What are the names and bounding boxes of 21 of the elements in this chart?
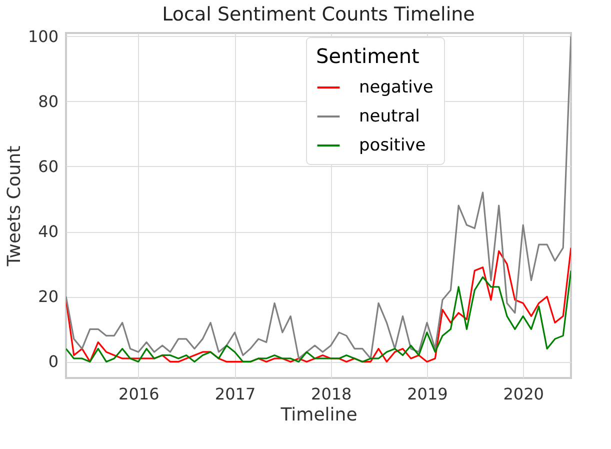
x-tick-label: 2020 — [503, 384, 544, 404]
line-series — [66, 270, 571, 363]
legend-label: neutral — [359, 106, 420, 126]
y-axis-title: Tweets Count — [4, 146, 25, 268]
y-tick-label: 60 — [38, 156, 58, 176]
legend-label: negative — [359, 78, 434, 98]
line-series — [66, 247, 571, 363]
y-tick-label: 100 — [28, 26, 58, 46]
line-series — [66, 35, 571, 360]
x-tick-label: 2019 — [407, 384, 448, 404]
x-tick-label: 2016 — [118, 384, 160, 404]
legend-title: Sentiment — [316, 44, 420, 68]
y-tick-label: 20 — [38, 287, 58, 306]
x-axis-title: Timeline — [280, 404, 358, 426]
legend-label: positive — [359, 136, 426, 156]
y-tick-label: 0 — [48, 352, 58, 372]
x-tick-label: 2017 — [214, 384, 256, 404]
x-tick-label: 2018 — [311, 384, 352, 404]
y-tick-label: 40 — [38, 222, 58, 242]
chart-title: Local Sentiment Counts Timeline — [162, 3, 475, 26]
y-tick-label: 80 — [38, 92, 58, 111]
